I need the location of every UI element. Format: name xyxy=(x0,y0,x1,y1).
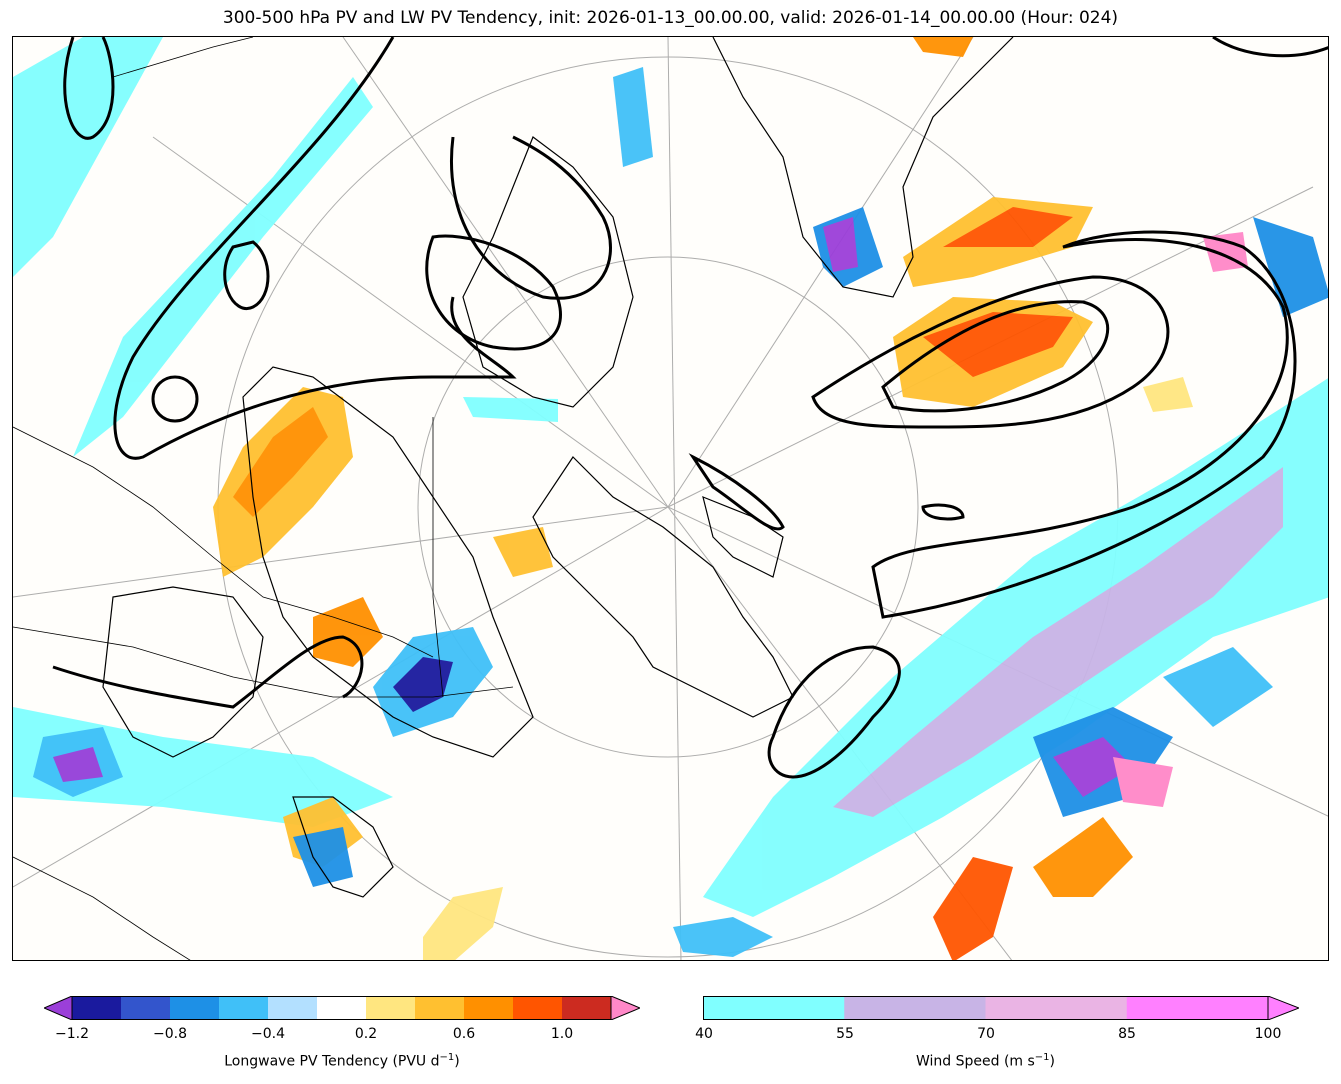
pv-colorbar-segment xyxy=(170,996,220,1020)
figure-title: 300-500 hPa PV and LW PV Tendency, init:… xyxy=(222,8,1119,28)
pv-tick: 0.2 xyxy=(354,1026,378,1042)
wind-tick: 40 xyxy=(695,1026,713,1042)
wind-tick: 100 xyxy=(1254,1026,1282,1042)
pv-colorbar-segments xyxy=(72,996,612,1020)
wind-speed-shading xyxy=(13,37,1328,917)
pv-colorbar-under xyxy=(42,995,73,1021)
pv-tick: −0.4 xyxy=(251,1026,285,1042)
wind-colorbar-segment xyxy=(985,996,1128,1020)
pv-tick: −0.8 xyxy=(153,1026,187,1042)
pv-colorbar-segment xyxy=(121,996,171,1020)
pv-colorbar-bar xyxy=(42,995,642,1021)
wind-colorbar-segment xyxy=(1126,996,1269,1020)
wind-colorbar-over xyxy=(1267,995,1301,1021)
pv-colorbar-segment xyxy=(415,996,465,1020)
wind-tick: 55 xyxy=(836,1026,854,1042)
graticule xyxy=(13,37,1328,960)
pv-colorbar-segment xyxy=(464,996,514,1020)
wind-speed-colorbar xyxy=(703,995,1301,1021)
wind-colorbar-label: Wind Speed (m s−1) xyxy=(915,1052,1056,1070)
map-panel xyxy=(12,36,1329,961)
pv-colorbar-segment xyxy=(513,996,563,1020)
pv-tick: −1.2 xyxy=(55,1026,89,1042)
pv-tick: 0.6 xyxy=(452,1026,476,1042)
pv-colorbar-segment xyxy=(317,996,367,1020)
pv-colorbar-segment xyxy=(219,996,269,1020)
pv-contours xyxy=(52,37,1328,779)
wind-colorbar-segments xyxy=(703,996,1269,1020)
pv-colorbar-segment xyxy=(268,996,318,1020)
pv-colorbar-segment xyxy=(366,996,416,1020)
wind-colorbar-bar xyxy=(703,995,1301,1021)
wind-tick: 70 xyxy=(977,1026,995,1042)
pv-colorbar-over xyxy=(610,995,642,1021)
map-canvas xyxy=(13,37,1328,960)
wind-tick: 85 xyxy=(1118,1026,1136,1042)
pv-colorbar-segment xyxy=(562,996,612,1020)
pv-tick: 1.0 xyxy=(550,1026,574,1042)
pv-colorbar-segment xyxy=(72,996,122,1020)
borders xyxy=(13,37,514,960)
pv-tendency-colorbar xyxy=(42,995,642,1021)
pv-tendency-negative xyxy=(33,67,1328,957)
pv-colorbar-label: Longwave PV Tendency (PVU d−1) xyxy=(224,1052,460,1070)
wind-colorbar-segment xyxy=(844,996,986,1020)
wind-colorbar-segment xyxy=(703,996,845,1020)
